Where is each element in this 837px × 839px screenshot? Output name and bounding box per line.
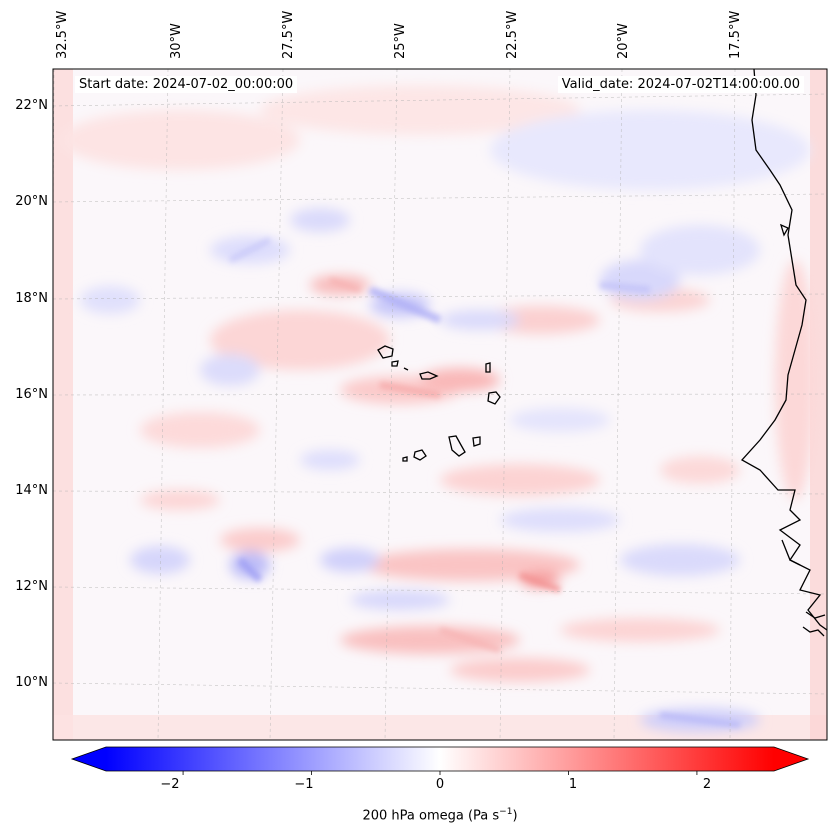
lon-label-32-5w: 32.5°W bbox=[55, 10, 70, 59]
colorbar-outline bbox=[70, 746, 810, 772]
island-fogo bbox=[413, 449, 427, 461]
island-sal bbox=[485, 362, 491, 373]
colorbar-tick-label: 1 bbox=[568, 777, 578, 792]
colorbar-label-prefix: 200 hPa omega (Pa s bbox=[362, 808, 500, 824]
island-brava bbox=[402, 456, 408, 462]
colorbar-label: 200 hPa omega (Pa s−1) bbox=[240, 807, 640, 823]
colorbar-label-suffix: ) bbox=[512, 808, 518, 824]
lat-label-22n: 22°N bbox=[15, 98, 48, 113]
lat-label-12n: 12°N bbox=[15, 579, 48, 594]
colorbar-tick-label: −2 bbox=[160, 777, 180, 792]
start-date-label: Start date: 2024-07-02_00:00:00 bbox=[75, 76, 298, 93]
colorbar-tick-label: 2 bbox=[702, 777, 712, 792]
lat-label-14n: 14°N bbox=[15, 483, 48, 498]
colorbar-body bbox=[106, 747, 774, 771]
colorbar-extend-low bbox=[72, 747, 106, 771]
colorbar-tick-label: 0 bbox=[435, 777, 445, 792]
island-santo-antao bbox=[377, 345, 394, 359]
coastlines bbox=[377, 69, 827, 637]
lon-label-22-5w: 22.5°W bbox=[505, 10, 520, 59]
lat-label-10n: 10°N bbox=[15, 675, 48, 690]
map-frame bbox=[52, 68, 828, 741]
island-sao-nicolau bbox=[419, 371, 439, 380]
valid-date-label: Valid_date: 2024-07-02T14:00:00.00 bbox=[557, 76, 804, 93]
lon-label-20w: 20°W bbox=[616, 23, 631, 59]
lon-label-25w: 25°W bbox=[393, 23, 408, 59]
omega-field bbox=[53, 69, 827, 740]
island-sao-vicente bbox=[391, 360, 399, 367]
lat-label-16n: 16°N bbox=[15, 387, 48, 402]
lon-label-27-5w: 27.5°W bbox=[281, 10, 296, 59]
map-gridlines bbox=[53, 69, 827, 740]
colorbar-extend-high bbox=[774, 747, 808, 771]
lat-label-20n: 20°N bbox=[15, 194, 48, 209]
lat-label-18n: 18°N bbox=[15, 291, 48, 306]
africa-coastline bbox=[740, 69, 827, 631]
island-boa-vista bbox=[487, 391, 501, 405]
island-santiago bbox=[448, 435, 466, 457]
lon-label-17-5w: 17.5°W bbox=[728, 10, 743, 59]
lon-label-30w: 30°W bbox=[169, 23, 184, 59]
colorbar-tick-label: −1 bbox=[294, 777, 314, 792]
island-maio bbox=[472, 436, 481, 447]
colorbar-tick-marks bbox=[182, 771, 698, 775]
colorbar-label-exponent: −1 bbox=[499, 807, 513, 817]
colorbar bbox=[70, 746, 810, 775]
